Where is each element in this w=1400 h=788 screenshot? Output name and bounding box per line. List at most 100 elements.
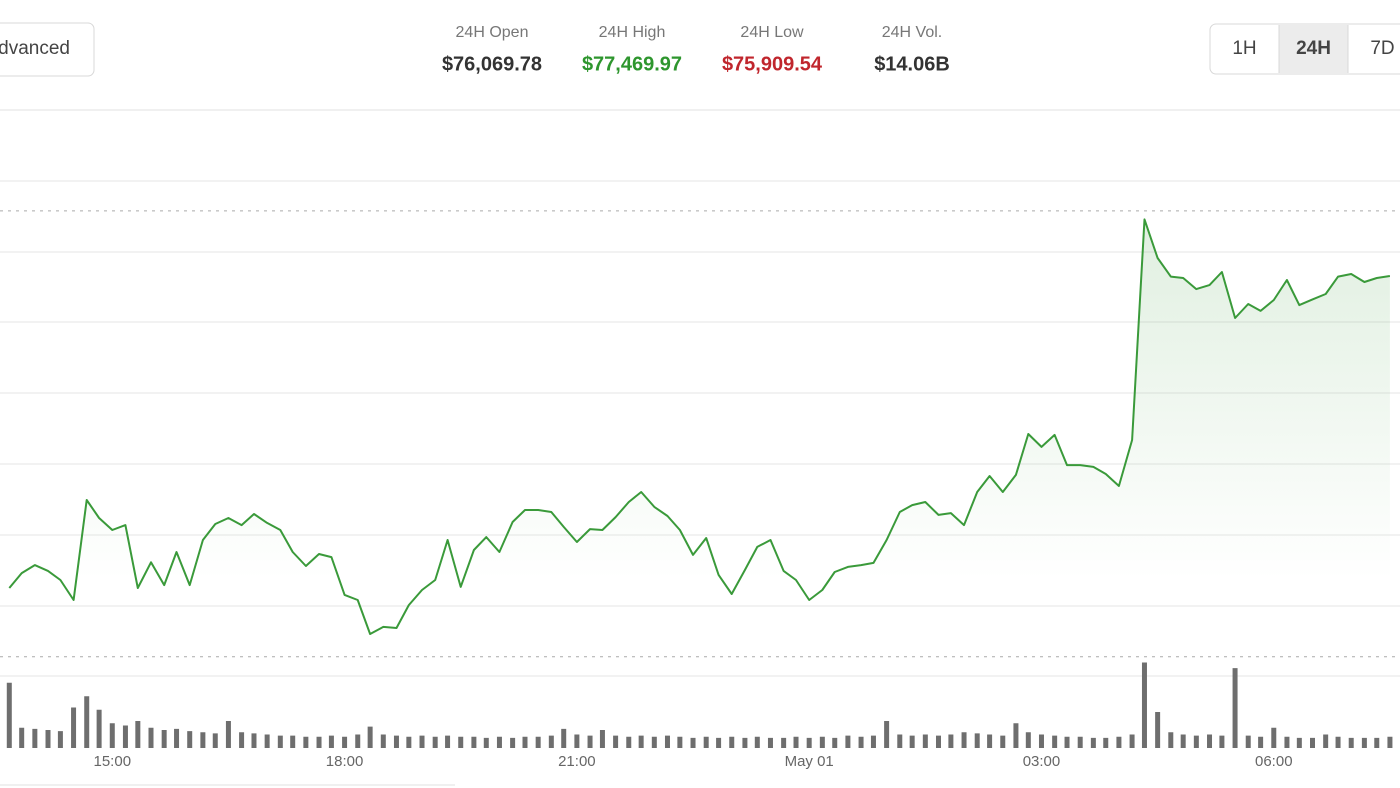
stat-label: 24H Open bbox=[456, 24, 529, 41]
volume-bar bbox=[1052, 735, 1058, 748]
volume-bar bbox=[1155, 712, 1161, 748]
x-tick-label: 06:00 bbox=[1255, 753, 1293, 770]
volume-bar bbox=[225, 721, 231, 748]
range-button[interactable]: 24H bbox=[1296, 38, 1331, 59]
price-line bbox=[8, 218, 1391, 635]
volume-bar bbox=[406, 736, 412, 748]
volume-bar bbox=[96, 709, 102, 748]
volume-bar bbox=[200, 732, 206, 748]
stats: 24H Open $76,069.78 24H High $77,469.97 24H … bbox=[442, 24, 950, 75]
volume-bar bbox=[1271, 727, 1277, 748]
plot: 15:00 18:00 21:00 May 01 03:00 06:00 bbox=[0, 210, 1400, 770]
volume-bar bbox=[290, 735, 296, 748]
volume-bar bbox=[935, 735, 941, 748]
x-tick-label: 21:00 bbox=[558, 753, 596, 770]
advanced-button[interactable]: Advanced bbox=[0, 22, 95, 77]
volume-bar bbox=[1064, 736, 1070, 748]
volume-bar bbox=[1387, 736, 1393, 748]
price-area bbox=[9, 219, 1390, 678]
volume-bar bbox=[1348, 737, 1354, 748]
volume-bar bbox=[84, 696, 90, 748]
volume-bar bbox=[548, 735, 554, 748]
volume-bar bbox=[1000, 735, 1006, 748]
volume-bar bbox=[1310, 737, 1315, 748]
volume-bar bbox=[1141, 662, 1147, 748]
range-button[interactable]: 7D bbox=[1370, 38, 1394, 59]
volume-bar bbox=[483, 737, 489, 748]
volume-bar bbox=[806, 737, 812, 748]
stat-value: $75,909.54 bbox=[722, 53, 823, 75]
volume-bar bbox=[1232, 668, 1238, 748]
volume-bar bbox=[909, 735, 915, 748]
volume-bar bbox=[1296, 737, 1302, 748]
volume-bar bbox=[716, 737, 722, 748]
volume-bar bbox=[664, 735, 670, 748]
stat-label: 24H Low bbox=[740, 24, 804, 41]
volume-bar bbox=[1180, 734, 1186, 748]
volume-bar bbox=[729, 736, 735, 748]
volume-bar bbox=[1207, 734, 1213, 748]
volume-bar bbox=[922, 734, 928, 748]
stat-value: $77,469.97 bbox=[582, 53, 682, 75]
volume-bar bbox=[1129, 734, 1135, 748]
volume-bar bbox=[767, 737, 773, 748]
volume-bar bbox=[1374, 737, 1380, 748]
volume-bar bbox=[251, 733, 257, 748]
x-tick-label: May 01 bbox=[785, 753, 834, 770]
x-tick-label: 15:00 bbox=[94, 753, 132, 770]
button-frame[interactable] bbox=[0, 22, 95, 77]
volume-bar bbox=[277, 735, 283, 748]
volume-bar bbox=[535, 736, 541, 748]
volume-bar bbox=[328, 735, 334, 748]
button-label[interactable]: Advanced bbox=[0, 38, 70, 59]
volume-bar bbox=[1323, 734, 1329, 748]
volume-bar bbox=[496, 736, 502, 748]
volume-bar bbox=[1361, 737, 1367, 748]
volume-bar bbox=[1077, 736, 1083, 748]
volume-bar bbox=[1193, 735, 1199, 748]
volume-bar bbox=[781, 737, 787, 748]
volume-bar bbox=[1038, 734, 1044, 748]
volume-bar bbox=[870, 735, 876, 748]
volume-bar bbox=[122, 725, 128, 748]
volume-bar bbox=[677, 736, 683, 748]
volume-bar bbox=[6, 682, 12, 748]
volume-bar bbox=[974, 733, 980, 748]
volume-bar bbox=[522, 736, 528, 748]
stat-value: $76,069.78 bbox=[442, 53, 542, 75]
stat-value: $14.06B bbox=[874, 53, 950, 75]
volume-bar bbox=[793, 736, 799, 748]
volume-bar bbox=[884, 721, 890, 748]
volume-bar bbox=[471, 736, 477, 748]
volume-bar bbox=[1219, 735, 1225, 748]
volume-bar bbox=[819, 736, 825, 748]
volume-bar bbox=[1025, 732, 1031, 748]
volume-bar bbox=[109, 723, 115, 748]
volume-bar bbox=[161, 730, 167, 748]
volume-bar bbox=[1168, 732, 1174, 748]
volume-bar bbox=[1245, 735, 1251, 748]
volume-bar bbox=[1013, 723, 1019, 748]
volume-bar bbox=[239, 732, 245, 748]
volume-bar bbox=[742, 737, 748, 748]
volume-bar bbox=[1258, 736, 1264, 748]
volume-bar bbox=[897, 734, 903, 748]
volume-bar bbox=[703, 736, 709, 748]
x-tick-label: 03:00 bbox=[1023, 753, 1061, 770]
volume-bar bbox=[638, 735, 644, 748]
volume-bar bbox=[832, 737, 838, 748]
volume-bar bbox=[19, 727, 25, 748]
volume-bar bbox=[1284, 736, 1290, 748]
volume-bar bbox=[71, 707, 77, 748]
volume-bar bbox=[393, 735, 399, 748]
volume-bar bbox=[342, 736, 348, 748]
active-range-bg bbox=[1279, 25, 1348, 73]
volume-bar bbox=[355, 734, 361, 748]
volume-bar bbox=[987, 734, 993, 748]
volume-bar bbox=[303, 736, 309, 748]
range-button[interactable]: 1H bbox=[1232, 38, 1256, 59]
volume-bar bbox=[613, 735, 619, 748]
volume-bar bbox=[32, 728, 38, 748]
